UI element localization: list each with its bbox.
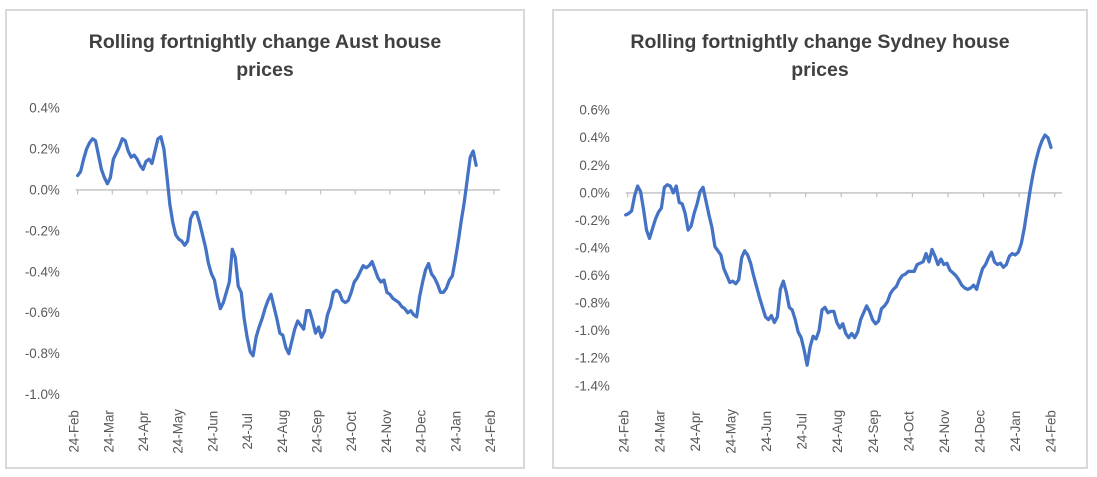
chart-title-aust-text: Rolling fortnightly change Aust house pr… xyxy=(88,31,442,81)
x-axis-label: 24-Nov xyxy=(937,409,952,452)
chart-title-sydney: Rolling fortnightly change Sydney house … xyxy=(554,11,1086,84)
y-axis-label: -1.0% xyxy=(575,323,610,338)
x-axis-label: 24-Mar xyxy=(652,410,667,453)
y-axis-label: -1.2% xyxy=(575,351,610,366)
chart-title-sydney-text: Rolling fortnightly change Sydney house … xyxy=(630,31,1010,81)
x-axis-label: 24-May xyxy=(171,409,186,454)
aust-house-prices-line-chart: 0.4% 0.2% 0.0% -0.2% -0.4% -0.6% -0.8% -1.0% 24-… xyxy=(25,101,500,454)
x-axis-label: 24-Mar xyxy=(101,410,116,453)
x-axis-label: 24-Jan xyxy=(1008,411,1023,452)
y-axis-label: -1.4% xyxy=(575,378,610,393)
x-axis-label: 24-Apr xyxy=(136,411,151,452)
x-axis-label: 24-Nov xyxy=(379,409,394,452)
x-axis-label: 24-Oct xyxy=(344,411,359,451)
y-axis-label: -0.2% xyxy=(25,223,60,238)
chart-card-aust: Rolling fortnightly change Aust house pr… xyxy=(5,9,525,469)
sydney-house-prices-line-chart: 0.6% 0.4% 0.2% 0.0% -0.2% -0.4% -0.6% -0.8% -1.0… xyxy=(575,103,1062,454)
x-axis-label: 24-Jul xyxy=(795,413,810,449)
x-axis-label: 24-Aug xyxy=(275,410,290,453)
y-axis-label: 0.2% xyxy=(29,141,60,156)
y-axis-label: -0.8% xyxy=(575,296,610,311)
y-axis-label: -1.0% xyxy=(25,387,60,402)
x-axis-label: 24-Sep xyxy=(866,410,881,453)
y-axis-label: 0.6% xyxy=(579,103,610,118)
y-axis-label: -0.8% xyxy=(25,346,60,361)
y-axis-label: -0.4% xyxy=(25,264,60,279)
y-axis-label: -0.4% xyxy=(575,240,610,255)
y-axis-label: 0.2% xyxy=(579,158,610,173)
x-axis-label: 24-Jun xyxy=(759,411,774,452)
x-axis-label: 24-Jan xyxy=(448,411,463,452)
y-axis-label: 0.4% xyxy=(579,130,610,145)
x-axis-label: 24-Jul xyxy=(240,413,255,449)
x-axis-label: 24-Feb xyxy=(617,410,632,452)
chart-card-sydney: Rolling fortnightly change Sydney house … xyxy=(552,9,1088,469)
x-axis-label: 24-Feb xyxy=(67,410,82,452)
x-axis-label: 24-Feb xyxy=(483,410,498,452)
series-line-aust xyxy=(76,135,478,358)
y-axis-label: -0.6% xyxy=(575,268,610,283)
x-axis-label: 24-Dec xyxy=(973,409,988,452)
x-axis-label: 24-May xyxy=(723,409,738,454)
y-axis-label: -0.2% xyxy=(575,213,610,228)
y-axis-label: 0.4% xyxy=(29,101,60,116)
x-axis-label: 24-Oct xyxy=(901,411,916,451)
y-axis-label: -0.6% xyxy=(25,305,60,320)
chart-title-aust: Rolling fortnightly change Aust house pr… xyxy=(7,11,523,84)
x-axis-label: 24-Apr xyxy=(688,411,703,452)
x-axis-label: 24-Dec xyxy=(414,409,429,452)
series-line-sydney xyxy=(624,133,1053,367)
x-axis-label: 24-Sep xyxy=(310,410,325,453)
x-axis-label: 24-Aug xyxy=(830,410,845,453)
y-axis-label: 0.0% xyxy=(29,182,60,197)
y-axis-label: 0.0% xyxy=(579,185,610,200)
x-axis-label: 24-Jun xyxy=(205,411,220,452)
x-axis-label: 24-Feb xyxy=(1044,410,1059,452)
